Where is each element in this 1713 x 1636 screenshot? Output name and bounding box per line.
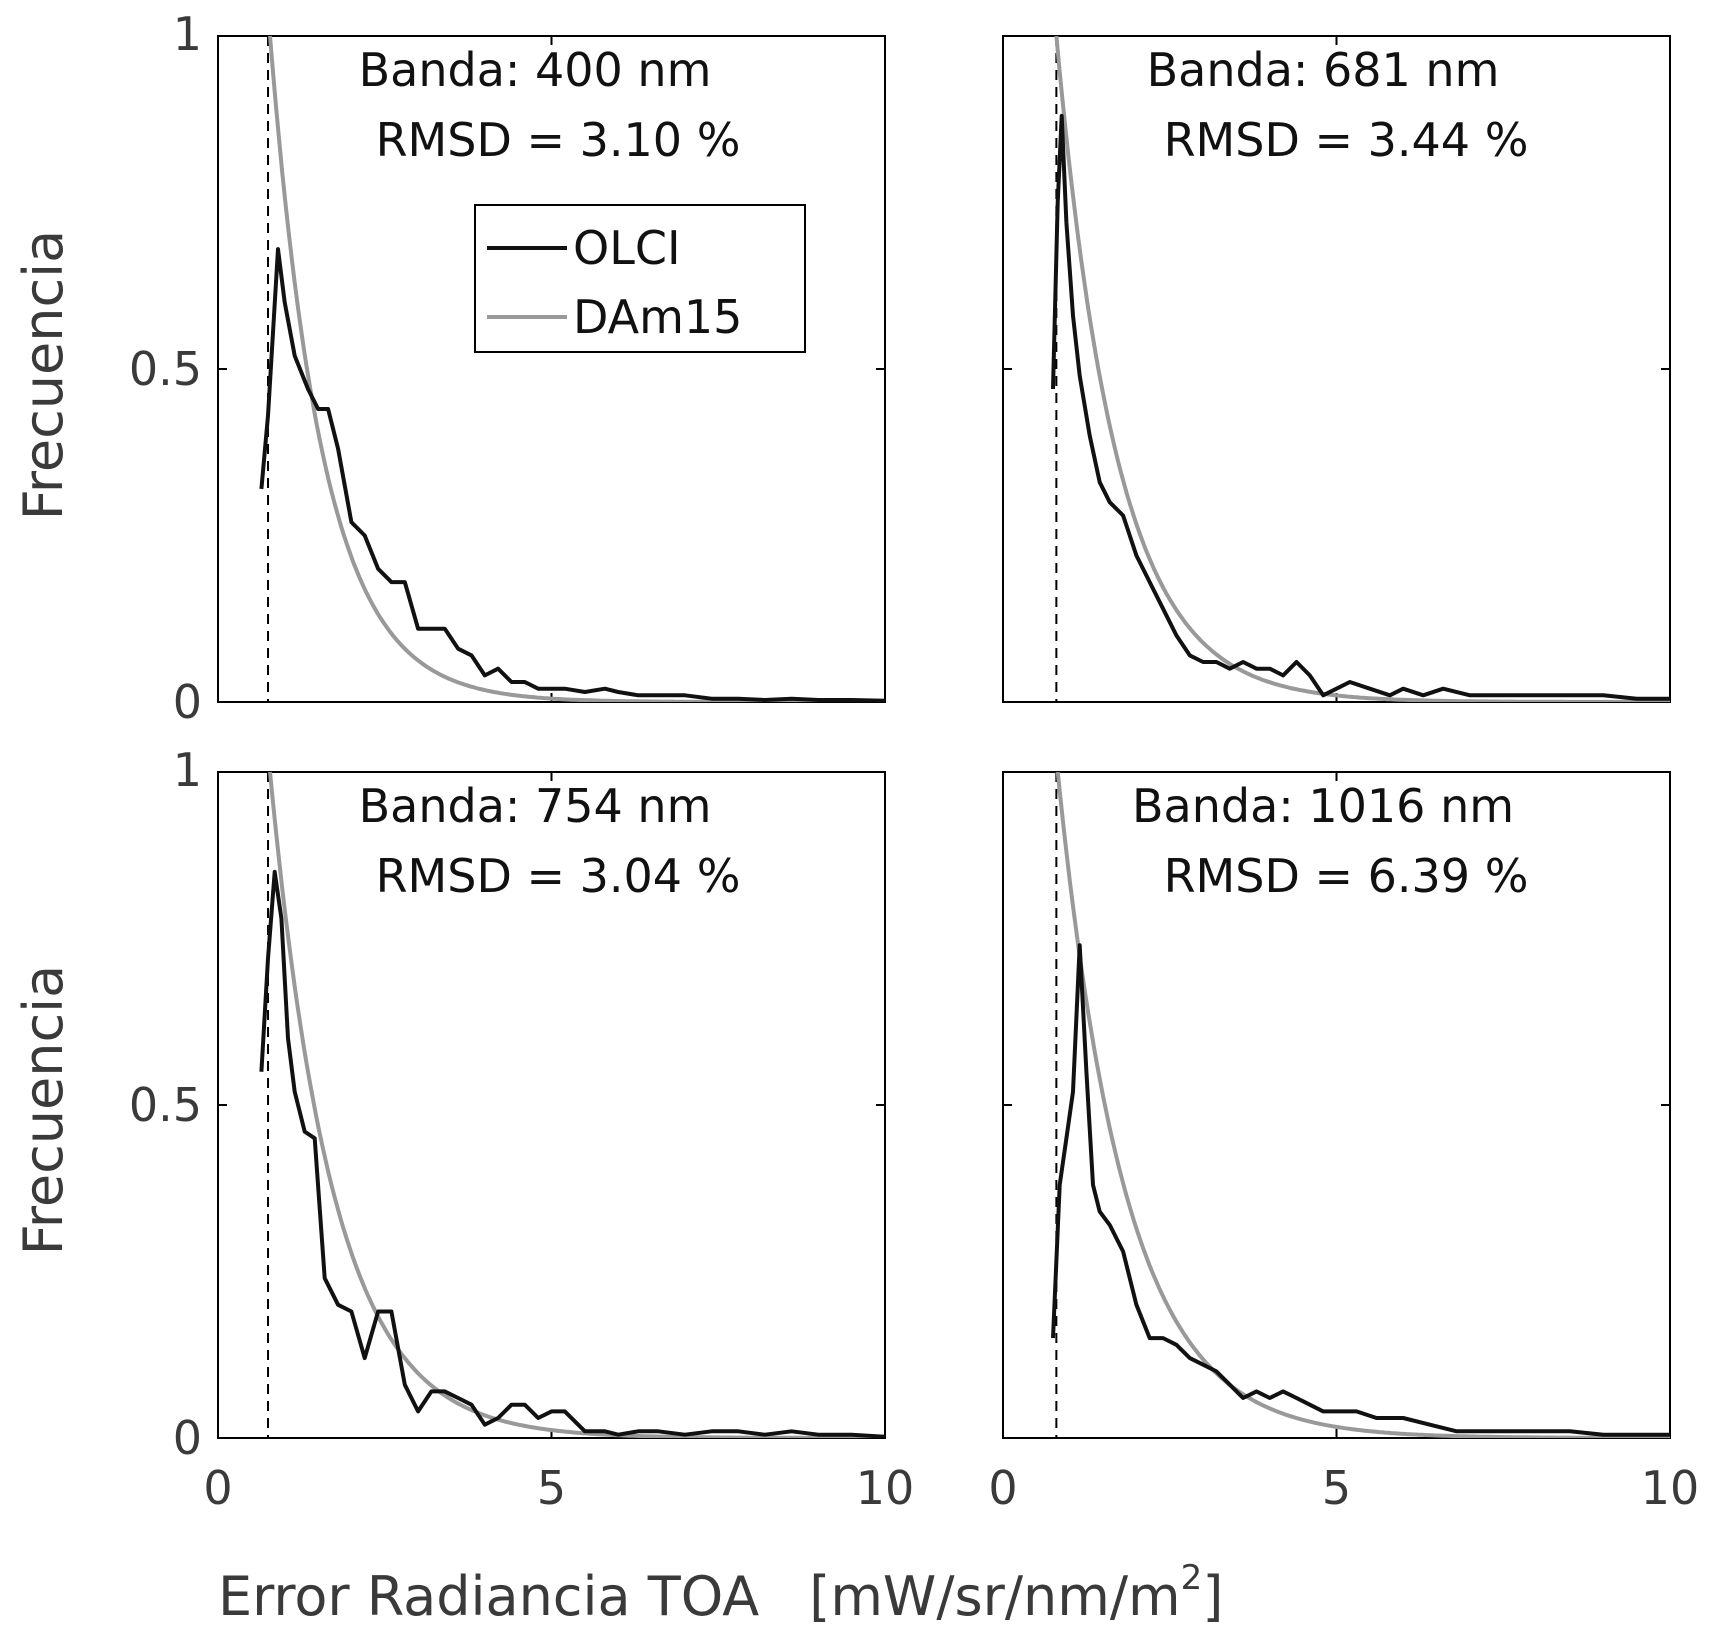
olci-series-line — [1051, 943, 1670, 1437]
panel-rmsd-annotation: RMSD = 6.39 % — [1164, 849, 1529, 903]
panel-title: Banda: 754 nm — [359, 779, 712, 833]
panel-title: Banda: 681 nm — [1147, 43, 1500, 97]
y-axis-title-bottom: Frecuencia — [12, 965, 75, 1256]
olci-series-line — [259, 247, 885, 702]
x-tick-label: 0 — [203, 1461, 232, 1515]
legend-olci-label: OLCI — [573, 221, 681, 275]
x-tick-label: 10 — [1641, 1461, 1700, 1515]
dam15-series-line — [1054, 36, 1670, 702]
dam15-series-line — [268, 772, 885, 1438]
y-tick-label: 0.5 — [129, 1078, 202, 1132]
x-axis-unit: [mW/sr/nm/m — [809, 1565, 1180, 1628]
x-tick-label: 5 — [1322, 1461, 1351, 1515]
y-tick-label: 0 — [173, 1411, 202, 1465]
panel-rmsd-annotation: RMSD = 3.44 % — [1164, 113, 1529, 167]
x-axis-unit-superscript: 2 — [1181, 1558, 1203, 1598]
x-tick-label: 5 — [537, 1461, 566, 1515]
olci-series-line — [259, 869, 885, 1438]
y-tick-label: 0.5 — [129, 342, 202, 396]
panel-4: 0 5 10 Banda: 1016 nm RMSD = 6.39 % — [988, 771, 1700, 1515]
x-axis-title: Error Radiancia TOA [mW/sr/nm/m2] — [218, 1558, 1223, 1628]
y-tick-label: 0 — [173, 675, 202, 729]
panel-1: 0 0.5 1 Banda: 400 nm RMSD = 3.10 % — [129, 7, 886, 729]
legend-box — [474, 204, 806, 353]
x-tick-label: 0 — [988, 1461, 1017, 1515]
olci-series-line — [1051, 113, 1670, 701]
axes-box — [217, 35, 886, 703]
dam15-series-line — [268, 36, 885, 702]
legend: OLCI DAm15 — [474, 204, 806, 353]
panel-rmsd-annotation: RMSD = 3.04 % — [376, 849, 741, 903]
panel-title: Banda: 1016 nm — [1132, 779, 1514, 833]
panel-title: Banda: 400 nm — [359, 43, 712, 97]
axes-box — [217, 771, 886, 1439]
panels-layer: 0 0.5 1 Banda: 400 nm RMSD = 3.10 % Banda: 68… — [129, 7, 1699, 1515]
dam15-series-line — [1055, 772, 1670, 1438]
x-axis-unit-close: ] — [1202, 1565, 1223, 1628]
legend-dam15-label: DAm15 — [573, 290, 742, 344]
y-tick-label: 1 — [173, 7, 202, 61]
x-tick-label: 10 — [856, 1461, 915, 1515]
panel-rmsd-annotation: RMSD = 3.10 % — [376, 113, 741, 167]
x-axis-title-text: Error Radiancia TOA — [218, 1565, 759, 1628]
panel-2: Banda: 681 nm RMSD = 3.44 % — [1002, 35, 1671, 703]
y-tick-label: 1 — [173, 743, 202, 797]
y-axis-title-top: Frecuencia — [12, 230, 75, 521]
